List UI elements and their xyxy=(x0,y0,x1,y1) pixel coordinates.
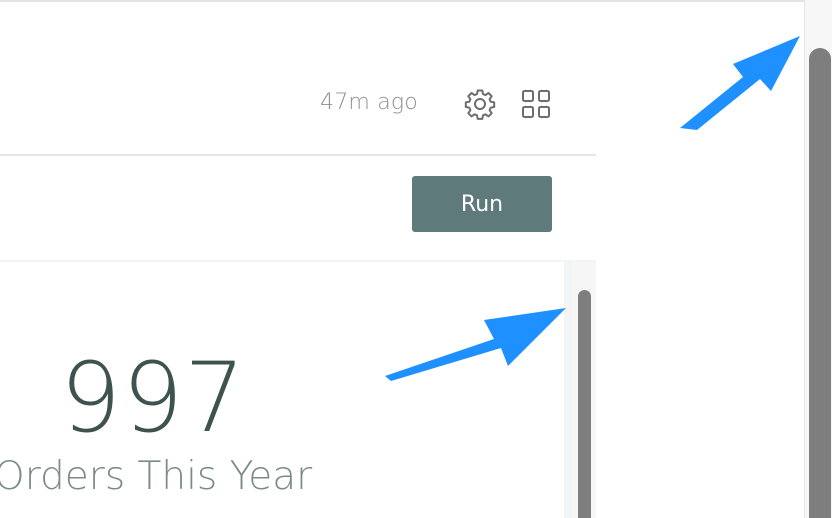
last-updated-timestamp: 47m ago xyxy=(320,90,418,115)
header xyxy=(0,2,596,154)
settings-button[interactable] xyxy=(462,86,498,122)
metric-card xyxy=(0,262,564,518)
metric-value: 997 xyxy=(60,342,247,454)
gear-icon xyxy=(464,89,496,120)
right-area xyxy=(596,2,804,518)
metric-label: Orders This Year xyxy=(0,454,313,499)
grid-icon xyxy=(522,90,550,118)
top-border xyxy=(0,0,832,2)
header-divider xyxy=(0,154,596,156)
page-scrollbar[interactable] xyxy=(809,48,831,518)
layout-button[interactable] xyxy=(518,86,554,122)
panel-scrollbar[interactable] xyxy=(578,290,591,518)
run-button[interactable]: Run xyxy=(412,176,552,232)
